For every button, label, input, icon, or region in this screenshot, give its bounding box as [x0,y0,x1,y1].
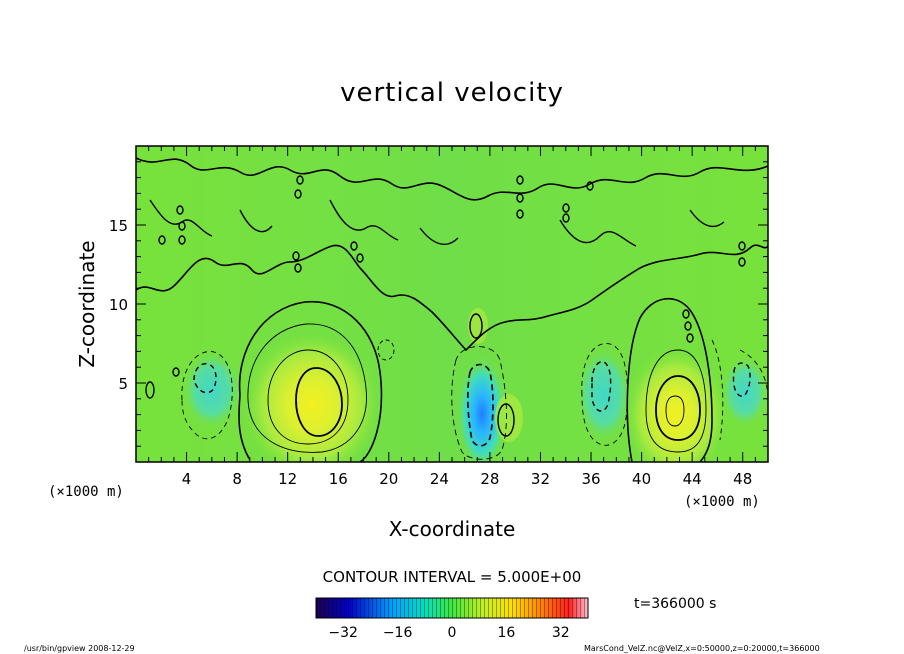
chart-title: vertical velocity [340,78,564,108]
downdraft-region [456,342,508,462]
x-tick-label: 12 [278,470,297,488]
updraft-region [624,340,728,462]
y-axis-label: Z-coordinate [75,240,99,367]
y-tick-label: 10 [109,296,128,314]
colorbar-frame [315,597,589,619]
x-tick-label: 28 [480,470,499,488]
contour-line [645,349,707,453]
contour-line-negative [193,363,217,394]
x-axis-label: X-coordinate [389,517,516,541]
colorbar-ticks: −32 −16 0 16 32 [328,625,569,641]
x-tick-label: 48 [733,470,752,488]
y-tick-label: 5 [118,375,128,393]
contour-line-negative [451,346,507,460]
contour-line [665,395,685,427]
x-unit-label: (×1000 m) [48,484,124,500]
contour-line-negative [732,362,751,397]
colorbar-tick-label: −32 [328,625,358,641]
contour-line [295,367,343,437]
footer-left: /usr/bin/gpview 2008-12-29 [24,644,135,653]
x-tick-label: 16 [329,470,348,488]
contour-line [267,349,349,445]
x-tick-label: 20 [379,470,398,488]
zero-contour [136,244,768,352]
x-tick-label: 36 [581,470,600,488]
contour-line [655,375,701,441]
colorbar-tick-label: 0 [448,625,457,641]
x-tick-label: 40 [632,470,651,488]
contour-line [247,323,367,453]
downdraft-region [576,347,632,443]
downdraft-region [721,356,768,428]
field-shading [136,157,768,462]
colorbar-tick-label: 16 [497,625,515,641]
x-tick-label: 4 [182,470,192,488]
zero-contour [136,157,768,201]
footer-right: MarsCond_VelZ.nc@VelZ,x=0:50000,z=0:2000… [584,644,820,653]
contour-line-negative [181,351,233,440]
x-tick-label: 44 [683,470,702,488]
axis-ticks [135,145,769,463]
x-tick-label: 8 [232,470,242,488]
contour-interval: CONTOUR INTERVAL = 5.000E+00 [323,568,582,586]
y-tick-label: 15 [109,217,128,235]
x-tick-label: 32 [531,470,550,488]
colorbar-tick-label: −16 [383,625,413,641]
contour-line-negative [467,363,494,447]
small-contours [145,175,746,437]
y-unit-label: (×1000 m) [684,494,760,510]
colorbar-tick-label: 32 [552,625,570,641]
contour-line-negative [591,361,612,412]
contour-line [238,300,383,462]
updraft-region [242,323,382,462]
updraft-region [468,308,488,344]
contour-line [626,297,713,462]
contour-line-negative [581,343,628,446]
colorbar-stripes [316,598,588,618]
x-tick-label: 24 [430,470,449,488]
time-label: t=366000 s [634,596,716,612]
